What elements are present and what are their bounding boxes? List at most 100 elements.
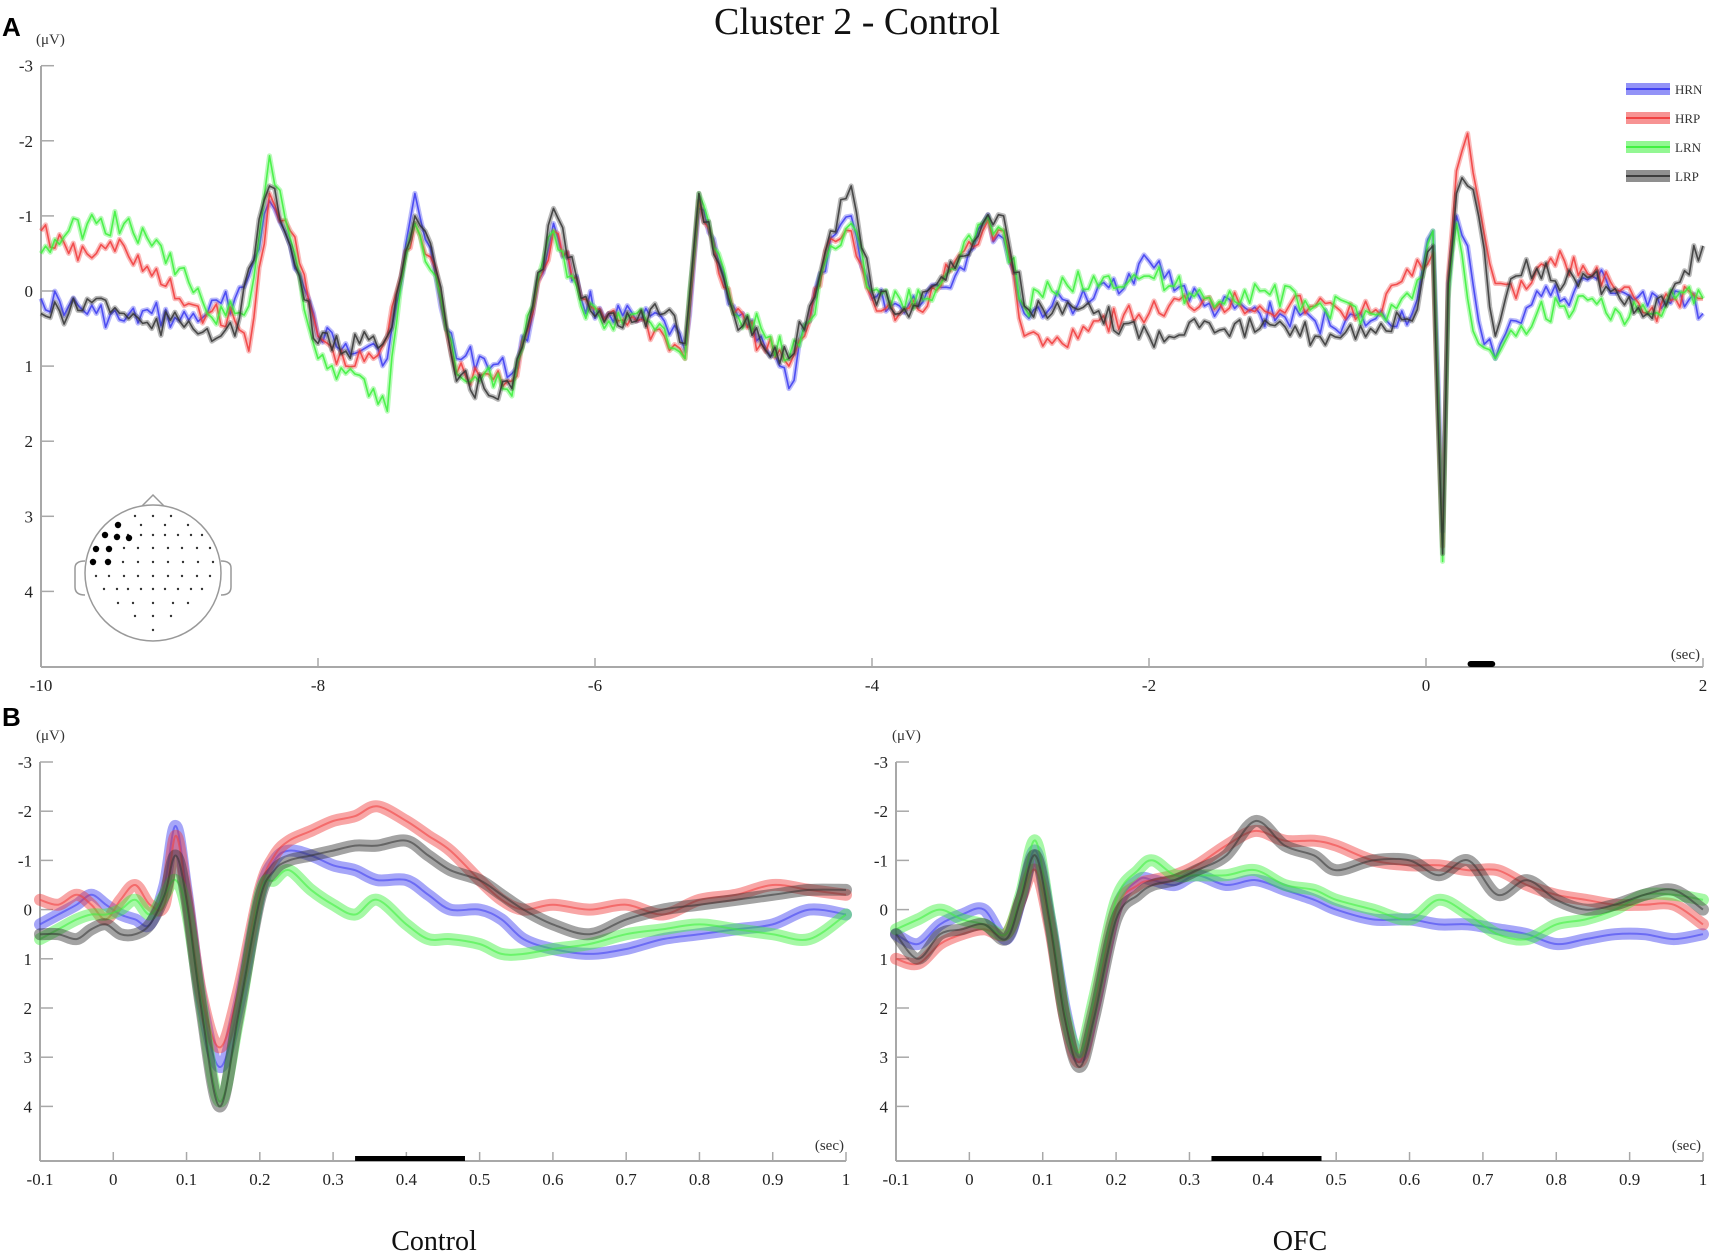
electrode xyxy=(107,574,111,578)
x-tick-label: 0.4 xyxy=(1252,1170,1274,1189)
electrode xyxy=(122,574,126,578)
x-tick-label: 0.3 xyxy=(322,1170,343,1189)
right-ear-icon xyxy=(220,560,232,596)
y-tick-label: 4 xyxy=(25,582,34,601)
electrode xyxy=(195,574,199,578)
x-tick-label: 0.2 xyxy=(249,1170,270,1189)
y-tick-label: -2 xyxy=(19,132,33,151)
panel-a-x-unit: (sec) xyxy=(1671,647,1700,663)
electrode xyxy=(136,574,140,578)
electrode xyxy=(171,601,175,605)
electrode xyxy=(102,587,106,591)
panel-b-ofc: (μV) -3 -2 -1 0 1 2 3 4 -0.1 0 0.1 0.2 0.3 0.4 0.5 0.6… xyxy=(874,728,1709,1254)
panel-b-ofc-series xyxy=(890,815,1709,1074)
electrode xyxy=(166,546,170,550)
series-line-lrn xyxy=(39,869,847,1103)
x-tick-label: -8 xyxy=(311,676,325,695)
electrode xyxy=(186,601,190,605)
x-tick-label: -10 xyxy=(30,676,53,695)
x-tick-label: 0.8 xyxy=(689,1170,710,1189)
y-tick-label: 1 xyxy=(24,950,33,969)
x-tick-label: 0 xyxy=(965,1170,974,1189)
y-tick-label: 0 xyxy=(880,901,889,920)
electrode xyxy=(139,523,143,527)
electrode-highlighted xyxy=(113,533,121,541)
panel-a-y-axis: -3 -2 -1 0 1 2 3 4 xyxy=(19,57,54,667)
electrode-highlighted xyxy=(104,558,112,566)
electrode xyxy=(139,533,143,537)
electrode xyxy=(116,601,120,605)
y-tick-label: -1 xyxy=(874,851,888,870)
x-tick-label: 1 xyxy=(842,1170,851,1189)
x-tick-label: 0.7 xyxy=(616,1170,638,1189)
x-tick-label: 0.4 xyxy=(396,1170,418,1189)
y-tick-label: -3 xyxy=(874,753,888,772)
legend-label-hrp: HRP xyxy=(1675,111,1700,126)
panel-b-control-y-axis: -3 -2 -1 0 1 2 3 4 xyxy=(18,753,53,1161)
x-tick-label: 0 xyxy=(1422,676,1431,695)
panel-b-control: (μV) -3 -2 -1 0 1 2 3 4 -0.1 0 0.1 0.2 0.3 0.4 0.5 0.6… xyxy=(18,728,852,1254)
electrode-highlighted xyxy=(101,531,109,539)
electrode-highlighted xyxy=(105,545,113,553)
electrode-grid xyxy=(89,514,215,632)
electrode xyxy=(121,560,125,564)
electrode xyxy=(151,628,155,632)
panel-b-ofc-title: OFC xyxy=(1273,1226,1327,1254)
electrode xyxy=(126,587,130,591)
series-line-lrn xyxy=(40,155,1704,563)
left-ear-icon xyxy=(74,560,86,596)
series-band-hrn xyxy=(890,844,1709,1064)
y-tick-label: 1 xyxy=(25,357,34,376)
y-tick-label: -2 xyxy=(18,802,32,821)
electrode-highlighted xyxy=(125,534,133,542)
y-tick-label: 1 xyxy=(880,950,889,969)
series-line-lrp xyxy=(40,177,1704,555)
x-tick-label: 0.8 xyxy=(1546,1170,1567,1189)
panel-a-letter: A xyxy=(2,12,21,42)
electrode xyxy=(151,601,155,605)
electrode xyxy=(151,560,155,564)
electrode xyxy=(136,560,140,564)
x-tick-label: -6 xyxy=(588,676,602,695)
electrode xyxy=(169,514,173,518)
electrode xyxy=(131,601,135,605)
electrode-highlighted xyxy=(114,521,122,529)
electrode xyxy=(186,523,190,527)
electrode-highlighted xyxy=(92,545,100,553)
electrode xyxy=(180,546,184,550)
panel-b-control-title: Control xyxy=(391,1226,477,1254)
electrode-highlighted xyxy=(89,558,97,566)
electrode xyxy=(195,546,199,550)
series-band-hrp xyxy=(39,130,1704,549)
series-line-hrp xyxy=(39,805,847,1049)
x-tick-label: 0.5 xyxy=(1326,1170,1347,1189)
panel-b-ofc-significance-bar xyxy=(1211,1156,1322,1161)
x-tick-label: 0.5 xyxy=(469,1170,490,1189)
panel-a-x-axis: -10 -8 -6 -4 -2 0 2 xyxy=(30,658,1707,695)
x-tick-label: 1 xyxy=(1699,1170,1708,1189)
electrode xyxy=(211,560,215,564)
series-band-hrp xyxy=(890,824,1709,1068)
panel-b-letter: B xyxy=(2,702,21,732)
electrode xyxy=(189,587,193,591)
panel-b-control-series xyxy=(34,800,852,1113)
electrode xyxy=(208,546,212,550)
electrode xyxy=(200,533,204,537)
nose-icon xyxy=(140,493,166,508)
y-tick-label: 3 xyxy=(24,1048,33,1067)
y-tick-label: -3 xyxy=(18,753,32,772)
panel-b-ofc-x-unit: (sec) xyxy=(1672,1138,1701,1154)
panel-a-y-unit: (μV) xyxy=(36,32,65,48)
x-tick-label: 0.1 xyxy=(1032,1170,1053,1189)
y-tick-label: -1 xyxy=(18,851,32,870)
y-tick-label: 2 xyxy=(24,999,33,1018)
y-tick-label: -3 xyxy=(19,57,33,76)
electrode xyxy=(151,546,155,550)
panel-b-control-significance-bar xyxy=(355,1156,465,1161)
y-tick-label: 4 xyxy=(880,1097,889,1116)
x-tick-label: -0.1 xyxy=(27,1170,54,1189)
legend-label-hrn: HRN xyxy=(1675,82,1703,97)
y-tick-label: 3 xyxy=(25,507,34,526)
panel-b-ofc-y-unit: (μV) xyxy=(892,728,921,744)
